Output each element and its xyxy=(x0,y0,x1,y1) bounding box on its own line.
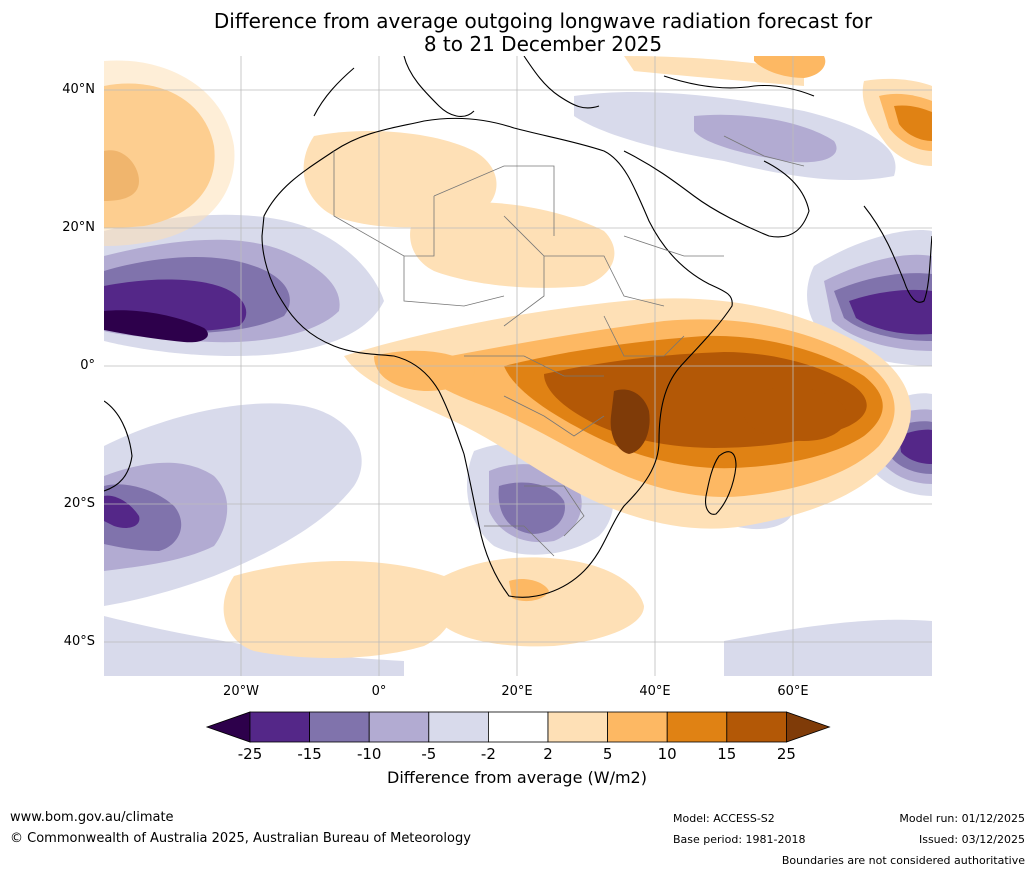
southern-ocean-purple-east xyxy=(724,619,932,676)
colorbar-tick-label: -10 xyxy=(357,745,382,763)
colorbar-swatch xyxy=(249,711,310,743)
colorbar-swatch xyxy=(428,711,489,743)
south-atlantic-orange-broad xyxy=(223,561,455,658)
india-coastline xyxy=(863,205,932,303)
middle-east-purple-mid xyxy=(694,114,837,163)
coastlines xyxy=(104,56,932,598)
chart-title: Difference from average outgoing longwav… xyxy=(0,10,1035,56)
colorbar-swatch xyxy=(487,711,549,743)
colorbar-swatch xyxy=(607,711,668,743)
colorbar-tick-label: 25 xyxy=(777,745,796,763)
lat-label-20s: 20°S xyxy=(63,496,95,511)
footer-base-period: Base period: 1981-2018 xyxy=(673,833,806,846)
colorbar-extend-high xyxy=(786,711,831,743)
indian-ocean-purple-deep xyxy=(899,429,932,464)
lon-label-60e: 60°E xyxy=(777,684,809,699)
colorbar-swatches xyxy=(205,711,831,743)
colorbar-swatch xyxy=(309,711,370,743)
colorbar-tick-label: -15 xyxy=(297,745,322,763)
title-line-2: 8 to 21 December 2025 xyxy=(423,32,663,56)
arabia-coastline xyxy=(623,150,810,238)
caspian-orange xyxy=(754,56,826,78)
africa-coastline xyxy=(261,117,733,598)
footer-model-run: Model run: 01/12/2025 xyxy=(899,812,1025,825)
colorbar-tick-labels: -25 -15 -10 -5 -2 2 5 10 15 25 xyxy=(238,745,796,763)
map-svg xyxy=(104,56,932,676)
lat-label-20n: 20°N xyxy=(62,220,95,235)
colorbar-tick-label: -25 xyxy=(238,745,263,763)
colorbar-swatch xyxy=(547,711,608,743)
lat-label-0: 0° xyxy=(80,358,95,373)
lat-label-40n: 40°N xyxy=(62,82,95,97)
graticule xyxy=(104,56,932,676)
olr-anomaly-map xyxy=(104,56,932,676)
colorbar-swatch xyxy=(666,711,728,743)
lat-label-40s: 40°S xyxy=(63,634,95,649)
iran-orange-strong xyxy=(894,105,932,141)
lon-label-20w: 20°W xyxy=(223,684,259,699)
west-atlantic-purple-darkest xyxy=(104,310,208,343)
north-med-orange xyxy=(624,56,804,86)
southern-africa-orange-rim xyxy=(432,557,644,647)
footer-issued: Issued: 03/12/2025 xyxy=(918,833,1025,846)
lon-label-0: 0° xyxy=(371,684,387,699)
colorbar-title: Difference from average (W/m2) xyxy=(387,768,647,787)
colorbar-tick-label: 15 xyxy=(717,745,736,763)
colorbar-tick-label: 2 xyxy=(543,745,553,763)
footer-model: Model: ACCESS-S2 xyxy=(673,812,775,825)
gulf-of-guinea-orange xyxy=(374,350,475,391)
lake-victoria-darkest xyxy=(610,389,650,454)
colorbar: -25 -15 -10 -5 -2 2 5 10 15 25 xyxy=(0,705,1035,785)
colorbar-extend-low xyxy=(205,711,251,743)
southern-africa-purple-strong xyxy=(498,482,565,534)
lon-label-20e: 20°E xyxy=(501,684,533,699)
footer-copyright: © Commonwealth of Australia 2025, Austra… xyxy=(10,831,471,846)
lon-label-40e: 40°E xyxy=(639,684,671,699)
colorbar-tick-label: -2 xyxy=(481,745,496,763)
footer-disclaimer: Boundaries are not considered authoritat… xyxy=(781,854,1025,867)
colorbar-tick-label: -5 xyxy=(421,745,436,763)
europe-coastline xyxy=(313,56,815,117)
sahel-orange xyxy=(410,202,615,288)
indian-ocean-orange-patch xyxy=(744,387,847,441)
colorbar-swatch xyxy=(726,711,787,743)
country-borders xyxy=(333,135,805,557)
arabian-sea-purple-deep xyxy=(849,289,932,335)
madagascar-coastline xyxy=(705,451,737,515)
footer-website[interactable]: www.bom.gov.au/climate xyxy=(10,810,174,825)
south-america-coast xyxy=(104,400,133,492)
north-atlantic-orange-light xyxy=(104,60,235,246)
colorbar-swatch xyxy=(368,711,430,743)
title-line-1: Difference from average outgoing longwav… xyxy=(213,9,873,33)
colorbar-tick-label: 5 xyxy=(603,745,613,763)
colorbar-tick-label: 10 xyxy=(658,745,677,763)
colorbar-svg: -25 -15 -10 -5 -2 2 5 10 15 25 xyxy=(205,711,831,763)
